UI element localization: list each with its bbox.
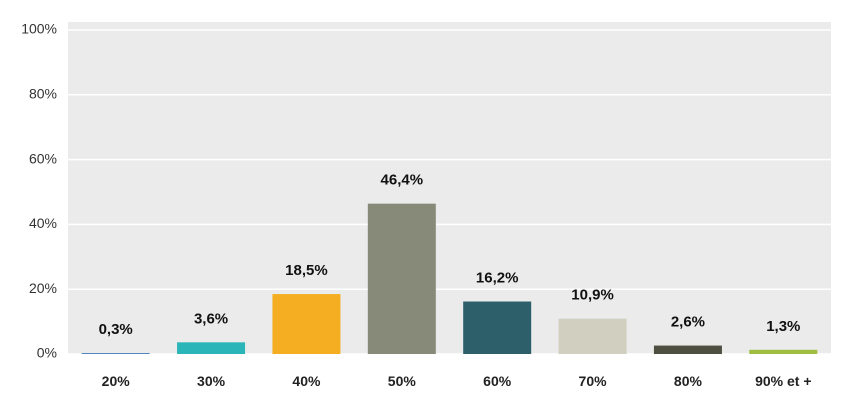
value-label: 2,6% <box>671 314 705 331</box>
value-label: 46,4% <box>381 172 424 189</box>
x-tick-label: 40% <box>292 373 321 389</box>
x-tick-label: 80% <box>673 373 702 389</box>
plot-area <box>68 22 831 354</box>
value-label: 0,3% <box>99 321 133 338</box>
value-label: 10,9% <box>571 287 614 304</box>
bar <box>463 301 532 354</box>
bar <box>367 203 436 354</box>
value-label: 1,3% <box>766 318 800 335</box>
bar <box>749 349 818 354</box>
bar <box>81 353 150 354</box>
value-label: 3,6% <box>194 310 228 327</box>
bar <box>177 342 246 354</box>
x-tick-label: 70% <box>578 373 607 389</box>
value-label: 16,2% <box>476 269 519 286</box>
y-tick-label: 80% <box>29 86 57 102</box>
bar <box>558 318 627 354</box>
y-tick-label: 20% <box>29 280 57 296</box>
x-tick-label: 30% <box>197 373 226 389</box>
x-tick-label: 90% et + <box>755 373 812 389</box>
bar <box>653 345 722 354</box>
value-label: 18,5% <box>285 262 328 279</box>
y-tick-label: 100% <box>21 21 57 37</box>
x-tick-label: 60% <box>483 373 512 389</box>
x-tick-label: 50% <box>387 373 416 389</box>
y-tick-label: 60% <box>29 150 57 166</box>
y-tick-label: 0% <box>37 345 57 361</box>
y-tick-label: 40% <box>29 215 57 231</box>
x-tick-label: 20% <box>101 373 130 389</box>
bar <box>272 294 341 354</box>
